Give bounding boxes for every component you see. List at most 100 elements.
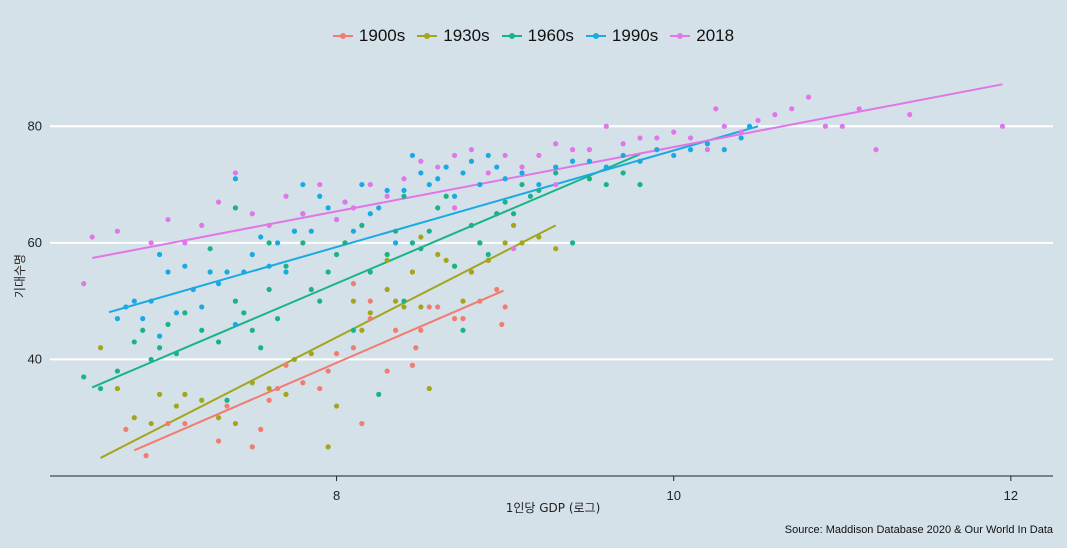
point-1990s xyxy=(258,234,264,240)
point-1960s xyxy=(637,181,643,188)
point-1960s xyxy=(215,339,222,345)
point-2018 xyxy=(603,123,609,129)
point-1930s xyxy=(468,269,475,275)
point-2018 xyxy=(637,135,643,141)
point-1990s xyxy=(173,310,180,316)
point-1930s xyxy=(266,385,272,392)
point-1930s xyxy=(249,380,255,386)
point-1960s xyxy=(443,193,449,199)
point-1960s xyxy=(485,251,491,258)
point-1930s xyxy=(485,257,491,263)
gridlines xyxy=(50,125,1053,361)
point-2018 xyxy=(485,170,491,176)
point-2018 xyxy=(401,176,407,182)
point-1960s xyxy=(536,187,542,193)
point-1990s xyxy=(199,304,205,310)
point-1900s xyxy=(143,453,149,459)
point-1990s xyxy=(409,152,416,159)
legend-key-1960s xyxy=(501,29,522,43)
point-1960s xyxy=(232,205,239,211)
point-2018 xyxy=(553,141,559,147)
point-1960s xyxy=(603,181,609,188)
legend: 1900s 1930s 1960s 1990s xyxy=(0,22,1067,50)
point-2018 xyxy=(266,222,272,228)
point-1930s xyxy=(392,298,399,304)
y-tick-label: 40 xyxy=(28,351,42,366)
point-1900s xyxy=(274,385,281,392)
trend-line-1960s xyxy=(91,153,641,389)
point-1930s xyxy=(182,391,188,397)
point-1990s xyxy=(637,158,643,164)
point-1930s xyxy=(308,351,314,357)
x-tick-labels: 8 10 12 xyxy=(333,476,1018,503)
point-2018 xyxy=(283,193,289,199)
point-1990s xyxy=(460,170,466,176)
legend-label-1960s: 1960s xyxy=(527,26,574,45)
point-2018 xyxy=(510,246,517,252)
point-1960s xyxy=(81,374,87,380)
point-1900s xyxy=(123,426,129,432)
point-1990s xyxy=(350,228,357,234)
trend-line-1900s xyxy=(133,289,504,452)
point-2018 xyxy=(704,147,711,153)
x-tick-label: 8 xyxy=(333,488,340,503)
point-1990s xyxy=(536,181,542,188)
point-1960s xyxy=(283,263,289,269)
point-1960s xyxy=(510,211,517,217)
point-1960s xyxy=(232,298,239,304)
trend-line-1990s xyxy=(108,125,759,314)
point-1990s xyxy=(207,269,213,275)
point-1900s xyxy=(317,385,323,392)
point-1960s xyxy=(97,385,104,392)
point-2018 xyxy=(907,112,913,118)
point-1960s xyxy=(241,310,247,316)
legend-key-2018 xyxy=(670,29,691,43)
point-1900s xyxy=(300,380,306,386)
point-1960s xyxy=(401,298,407,304)
point-1990s xyxy=(620,152,626,159)
point-1990s xyxy=(241,269,247,275)
point-2018 xyxy=(350,205,357,211)
point-1990s xyxy=(426,181,432,188)
point-1990s xyxy=(114,316,121,322)
y-axis-title: 기대수명 xyxy=(13,254,27,298)
point-2018 xyxy=(755,117,761,124)
point-2018 xyxy=(232,170,239,176)
point-2018 xyxy=(536,152,542,159)
point-1990s xyxy=(376,205,382,211)
point-1990s xyxy=(165,269,171,275)
trend-lines xyxy=(91,83,1003,459)
point-1990s xyxy=(249,251,255,258)
legend-item-1960s: 1960s xyxy=(501,26,574,46)
point-1930s xyxy=(519,240,525,246)
point-2018 xyxy=(999,123,1006,129)
point-1900s xyxy=(409,362,416,368)
point-1990s xyxy=(215,281,222,287)
point-1900s xyxy=(460,316,466,322)
point-1960s xyxy=(367,269,373,275)
point-1900s xyxy=(418,327,424,333)
point-1930s xyxy=(426,385,432,392)
point-1900s xyxy=(165,420,171,427)
point-1900s xyxy=(435,304,441,310)
point-1900s xyxy=(494,286,500,293)
point-2018 xyxy=(165,216,171,223)
point-1930s xyxy=(199,397,205,403)
point-1960s xyxy=(140,327,146,333)
legend-item-1900s: 1900s xyxy=(332,26,405,46)
point-1990s xyxy=(401,187,407,193)
point-1990s xyxy=(671,152,677,159)
point-1960s xyxy=(451,263,458,269)
point-1930s xyxy=(401,304,407,310)
point-1990s xyxy=(468,158,475,164)
legend-key-1990s xyxy=(585,29,606,43)
point-1990s xyxy=(569,158,576,164)
point-2018 xyxy=(569,147,576,153)
point-2018 xyxy=(713,106,719,112)
point-1990s xyxy=(451,193,458,199)
point-1900s xyxy=(333,351,340,357)
legend-key-1930s xyxy=(417,29,438,43)
point-2018 xyxy=(384,193,390,199)
point-1900s xyxy=(367,316,373,322)
point-1960s xyxy=(527,193,534,199)
